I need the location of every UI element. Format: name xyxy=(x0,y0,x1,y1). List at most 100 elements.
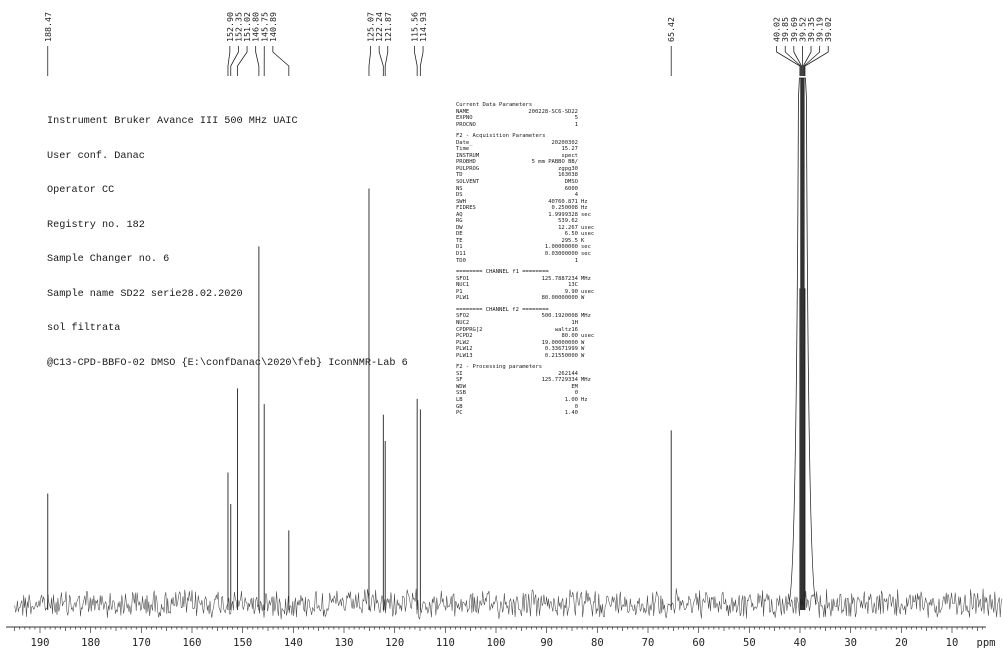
tick-label: 50 xyxy=(743,637,756,649)
peak-label: 188.47 xyxy=(43,12,53,42)
tick-label: 80 xyxy=(591,637,604,649)
tick-label: 130 xyxy=(335,637,354,649)
param-row: EXPNO 5 xyxy=(456,115,631,122)
param-value: 80.00 xyxy=(561,333,578,340)
param-unit: W xyxy=(581,295,585,302)
param-unit: sec xyxy=(581,244,591,251)
param-value: 5 xyxy=(574,115,578,122)
param-row: CPDPRG[2 waltz16 xyxy=(456,327,631,334)
tick-label: 30 xyxy=(844,637,857,649)
ppm-axis: 190 180 170 160 150 140 130 120 110 100 90 80 70 60 50… xyxy=(6,626,995,649)
peak-leader-line xyxy=(784,46,802,76)
peak-leader-line xyxy=(384,46,389,76)
acquisition-parameters-panel: Current Data Parameters NAME 200228-SC6-SD… xyxy=(456,102,631,417)
param-row: DS 4 xyxy=(456,192,631,199)
tick-label: 150 xyxy=(233,637,252,649)
tick-label: 190 xyxy=(31,637,50,649)
param-row: TD 163038 xyxy=(456,172,631,179)
info-line: Operator CC xyxy=(47,185,115,196)
param-section-title: F2 - Acquisition Parameters xyxy=(456,133,546,140)
param-row: RG 539.62 xyxy=(456,218,631,225)
param-row: D11 0.03000000 sec xyxy=(456,251,631,258)
param-value: spect xyxy=(561,152,578,159)
param-key: PLW2 xyxy=(456,339,470,346)
param-row: DW 12.267 usec xyxy=(456,225,631,232)
peak-leader-line xyxy=(414,46,418,76)
param-unit: sec xyxy=(581,211,591,218)
param-value: 80.00000000 xyxy=(541,295,578,302)
tick-label: 100 xyxy=(487,637,506,649)
param-value: 1 xyxy=(574,121,578,128)
param-unit xyxy=(578,258,581,265)
info-line: sol filtrata xyxy=(47,323,121,334)
param-key: PROBHD xyxy=(456,159,476,166)
param-value: 0 xyxy=(574,390,578,397)
param-section-title: ======== CHANNEL f2 ======== xyxy=(456,306,549,313)
param-unit: Hz xyxy=(581,198,588,205)
param-value: 9.90 xyxy=(564,288,578,295)
param-key: WDW xyxy=(456,383,466,390)
param-unit: usec xyxy=(581,288,595,295)
param-row: GB 0 xyxy=(456,404,631,411)
param-unit: usec xyxy=(581,333,595,340)
param-value: zgpg30 xyxy=(558,165,578,172)
param-key: DE xyxy=(456,231,463,238)
param-key: NS xyxy=(456,185,463,192)
param-value: 0 xyxy=(574,403,578,410)
param-value: 1.40 xyxy=(564,410,578,417)
param-row: SWH 40760.871 Hz xyxy=(456,199,631,206)
param-value: 1.00 xyxy=(564,396,578,403)
param-row: PLW13 0.21550000 W xyxy=(456,353,631,360)
peak-label: 151.02 xyxy=(242,12,252,42)
peak-label: 65.42 xyxy=(666,17,676,42)
peak-label: 39.19 xyxy=(815,17,825,42)
param-key: TD0 xyxy=(456,257,466,264)
param-value: 1H xyxy=(571,319,578,326)
param-value: DMSO xyxy=(564,179,578,186)
param-value: 200228-SC6-SD22 xyxy=(528,108,578,115)
param-unit: usec xyxy=(581,224,595,231)
tick-label: 140 xyxy=(284,637,303,649)
param-key: PC xyxy=(456,410,463,417)
param-row: DE 6.50 usec xyxy=(456,231,631,238)
sample-info: Instrument Bruker Avance III 500 MHz UAI… xyxy=(47,93,408,381)
param-value: 0.03000000 xyxy=(544,251,578,258)
peak-leader-line xyxy=(378,46,384,76)
param-row: PLW1 80.00000000 W xyxy=(456,295,631,302)
peak-leader-line xyxy=(255,46,260,76)
peak-label: 39.69 xyxy=(789,17,799,42)
param-row: TD0 1 xyxy=(456,258,631,265)
peak-leader-line xyxy=(793,46,802,76)
tick-label: 10 xyxy=(946,637,959,649)
peak-label-layer: 188.47 152.90152.35151.02146.80145.75140.… xyxy=(43,12,833,76)
tick-label: 90 xyxy=(540,637,553,649)
param-row: PCPD2 80.00 usec xyxy=(456,333,631,340)
param-value: 125.7729334 xyxy=(541,377,578,384)
param-key: PLW1 xyxy=(456,295,470,302)
param-value: 1.00000000 xyxy=(544,244,578,251)
param-unit xyxy=(578,410,581,417)
peak-leader-line xyxy=(802,46,812,76)
peak-leader-line xyxy=(237,46,248,76)
param-value: EM xyxy=(571,383,578,390)
param-unit: Hz xyxy=(581,396,588,403)
param-row: PULPROG zgpg30 xyxy=(456,166,631,173)
peak-label: 39.52 xyxy=(797,17,807,42)
tick-label: 170 xyxy=(132,637,151,649)
peak-label: 152.35 xyxy=(233,12,243,42)
peak-leader-line xyxy=(776,46,801,76)
param-key: SFO2 xyxy=(456,313,470,320)
param-value: 0.21550000 xyxy=(544,352,578,359)
param-row: WDW EM xyxy=(456,384,631,391)
peak-label: 140.89 xyxy=(268,12,278,42)
peak-leader-line xyxy=(803,46,821,76)
param-row: P1 9.90 usec xyxy=(456,289,631,296)
param-value: 6.50 xyxy=(564,231,578,238)
param-key: GB xyxy=(456,403,463,410)
param-key: SOLVENT xyxy=(456,179,480,186)
param-value: 20200302 xyxy=(551,139,579,146)
param-key: PROCNO xyxy=(456,121,476,128)
param-key: SF xyxy=(456,377,463,384)
param-value: 500.1920008 xyxy=(541,313,578,320)
